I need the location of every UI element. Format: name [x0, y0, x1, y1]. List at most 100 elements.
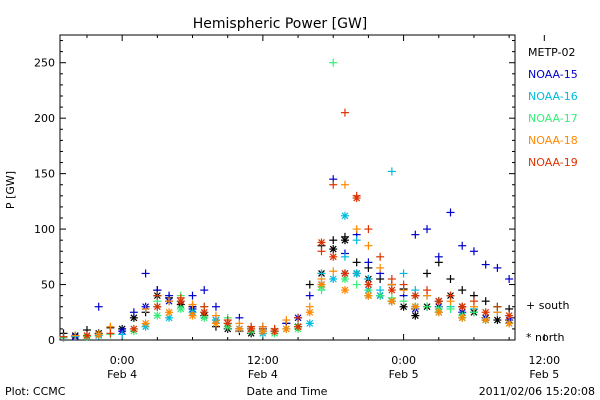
y-tick-label-0: 0: [48, 334, 55, 347]
point-noaa-19-north: [129, 324, 138, 333]
y-axis-label: P [GW]: [4, 171, 17, 209]
point-noaa-19-south: [469, 297, 478, 306]
marker-legend-south: + south: [526, 299, 569, 312]
point-noaa-18-north: [387, 297, 396, 306]
point-metp-02-south: [446, 275, 455, 283]
point-noaa-18-north: [434, 308, 443, 317]
point-noaa-19-south: [399, 280, 408, 289]
x-tick-time-1: 12:00: [247, 354, 279, 367]
point-noaa-15-south: [505, 275, 514, 283]
point-noaa-15-south: [141, 269, 150, 278]
point-noaa-19-south: [329, 180, 338, 189]
point-noaa-15-south: [458, 241, 467, 250]
point-noaa-19-south: [446, 291, 455, 300]
point-noaa-19-north: [505, 311, 514, 320]
point-noaa-18-south: [188, 300, 197, 309]
point-metp-02-north: [493, 316, 502, 325]
legend-entry-noaa-15: NOAA-15: [528, 68, 578, 81]
marker-legend-north: * north: [526, 331, 565, 344]
y-axis-ticks: 0 50 100 150 200 250: [34, 40, 515, 347]
legend-entry-metp-02: METP-02: [528, 46, 576, 59]
point-noaa-19-north: [329, 252, 338, 261]
point-noaa-17-south: [423, 302, 432, 311]
point-noaa-15-south: [481, 260, 490, 269]
point-noaa-18-north: [317, 280, 326, 289]
point-noaa-19-south: [376, 252, 385, 261]
x-tick-time-3: 12:00: [528, 354, 560, 367]
point-noaa-16-south: [352, 236, 361, 245]
point-noaa-19-north: [153, 302, 162, 311]
y-tick-label-1: 50: [41, 279, 55, 292]
x-tick-date-2: Feb 5: [389, 368, 419, 381]
point-noaa-19-north: [176, 297, 185, 306]
point-noaa-17-south: [446, 304, 455, 313]
point-noaa-19-north: [458, 302, 467, 311]
point-noaa-16-north: [340, 211, 349, 220]
legend-entry-noaa-16: NOAA-16: [528, 90, 578, 103]
point-noaa-16-south: [340, 252, 349, 261]
point-noaa-18-south: [282, 316, 291, 325]
point-noaa-18-south: [352, 225, 361, 234]
x-tick-date-1: Feb 4: [248, 368, 278, 381]
point-noaa-15-south: [411, 230, 420, 239]
legend: METP-02 NOAA-15 NOAA-16 NOAA-17 NOAA-18 NOAA-…: [528, 46, 578, 169]
x-tick-date-0: Feb 4: [107, 368, 137, 381]
point-noaa-19-north: [294, 322, 303, 331]
point-noaa-18-north: [458, 313, 467, 322]
plot-frame: [59, 34, 516, 341]
point-noaa-18-north: [211, 319, 220, 328]
x-tick-date-3: Feb 5: [529, 368, 559, 381]
point-noaa-15-south: [211, 302, 220, 311]
y-tick-label-2: 100: [34, 223, 55, 236]
data-points: [59, 58, 514, 342]
point-noaa-18-north: [188, 311, 197, 320]
marker-legend: + south * north: [526, 299, 569, 344]
legend-entry-noaa-19: NOAA-19: [528, 156, 578, 169]
footer-timestamp: 2011/02/06 15:20:08: [479, 385, 595, 398]
y-tick-label-3: 150: [34, 168, 55, 181]
point-noaa-18-north: [411, 302, 420, 311]
point-noaa-18-north: [505, 319, 514, 328]
point-noaa-19-south: [493, 302, 502, 311]
point-noaa-15-south: [469, 247, 478, 256]
point-noaa-19-south: [387, 275, 396, 283]
point-noaa-18-south: [211, 311, 220, 320]
x-tick-time-2: 0:00: [391, 354, 416, 367]
point-noaa-19-south: [317, 247, 326, 256]
point-noaa-17-north: [340, 275, 349, 283]
point-noaa-19-north: [387, 286, 396, 295]
point-metp-02-south: [329, 236, 338, 245]
point-noaa-18-south: [71, 331, 80, 340]
point-metp-02-north: [329, 245, 338, 254]
point-noaa-19-south: [340, 108, 349, 117]
point-noaa-18-north: [258, 327, 267, 336]
point-noaa-18-south: [329, 267, 338, 276]
y-tick-label-5: 250: [34, 57, 55, 70]
legend-entry-noaa-17: NOAA-17: [528, 112, 578, 125]
point-noaa-19-north: [247, 324, 256, 333]
point-noaa-17-north: [176, 304, 185, 313]
point-noaa-18-north: [94, 330, 103, 339]
point-noaa-16-north: [305, 319, 314, 328]
point-noaa-19-north: [223, 319, 232, 328]
point-noaa-17-south: [329, 58, 338, 67]
point-noaa-15-south: [305, 291, 314, 300]
point-noaa-16-south: [399, 269, 408, 278]
point-noaa-18-north: [364, 291, 373, 300]
point-noaa-18-south: [364, 241, 373, 250]
x-tick-time-0: 0:00: [110, 354, 135, 367]
point-noaa-19-south: [294, 313, 303, 322]
point-noaa-19-south: [106, 329, 115, 338]
point-noaa-15-south: [188, 291, 197, 300]
legend-entry-noaa-18: NOAA-18: [528, 134, 578, 147]
point-metp-02-south: [305, 280, 314, 289]
point-noaa-18-south: [141, 304, 150, 313]
point-metp-02-south: [352, 258, 361, 267]
point-noaa-17-south: [352, 280, 361, 289]
point-noaa-15-south: [423, 225, 432, 234]
y-tick-label-4: 200: [34, 112, 55, 125]
point-noaa-15-south: [446, 208, 455, 217]
point-noaa-19-south: [423, 286, 432, 295]
